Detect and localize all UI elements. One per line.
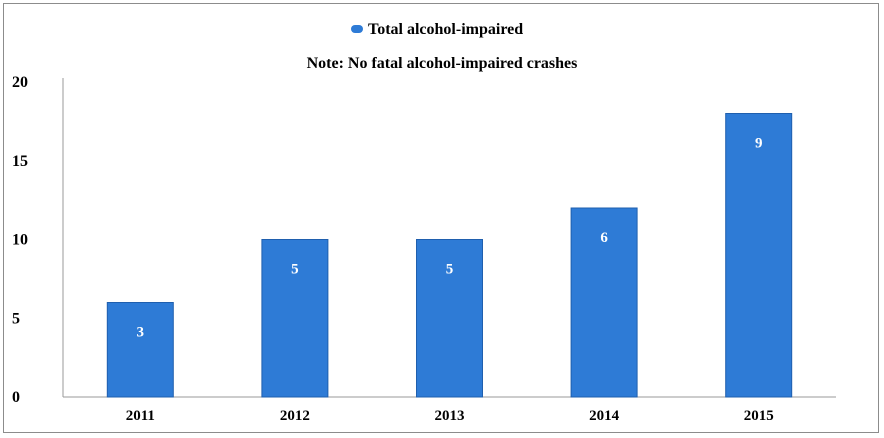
y-tick-label: 20 <box>12 74 28 91</box>
y-tick-label: 0 <box>12 389 20 406</box>
x-tick-label: 2011 <box>126 408 155 424</box>
legend-marker <box>351 25 363 33</box>
bar-value-label: 5 <box>291 262 299 278</box>
bar-2015 <box>725 113 793 398</box>
bar-2011 <box>106 302 174 398</box>
bar-2012 <box>261 239 329 398</box>
bar-value-label: 9 <box>755 136 763 152</box>
x-tick-label: 2015 <box>744 408 774 424</box>
y-tick-label: 5 <box>12 310 20 327</box>
bar-2014 <box>570 207 638 398</box>
bars: 3 5 5 6 9 <box>106 113 793 398</box>
bar-value-label: 3 <box>137 325 145 341</box>
bar-2013 <box>416 239 483 398</box>
x-tick-label: 2014 <box>589 408 620 424</box>
x-axis-ticks: 2011 2012 2013 2014 2015 <box>126 408 774 424</box>
bar-value-label: 5 <box>446 262 454 278</box>
y-tick-label: 10 <box>12 232 28 249</box>
legend-label: Total alcohol-impaired <box>368 21 523 38</box>
legend: Total alcohol-impaired <box>351 21 523 38</box>
x-tick-label: 2012 <box>280 408 310 424</box>
y-tick-label: 15 <box>12 153 28 170</box>
chart-note: Note: No fatal alcohol-impaired crashes <box>307 55 578 72</box>
x-tick-label: 2013 <box>435 408 465 424</box>
y-axis-ticks: 0 5 10 15 20 <box>12 74 28 406</box>
bar-value-label: 6 <box>600 230 608 246</box>
